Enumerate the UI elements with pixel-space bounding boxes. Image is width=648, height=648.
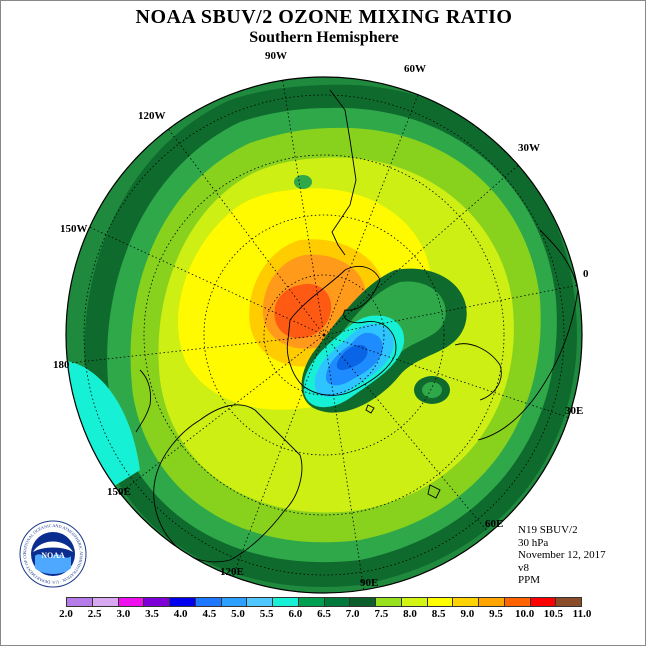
lat-circle-80	[263, 274, 385, 396]
colorbar-tick-label: 3.0	[116, 608, 131, 620]
lon-label-120e: 120E	[220, 566, 244, 578]
info-satellite: N19 SBUV/2	[518, 524, 578, 536]
info-version: v8	[518, 561, 529, 574]
colorbar-swatch	[144, 598, 170, 606]
colorbar-swatch	[504, 598, 531, 606]
colorbar-tick-label: 8.0	[403, 608, 417, 620]
colorbar-tick-label: 2.0	[59, 608, 73, 620]
colorbar-swatch	[195, 598, 222, 606]
map-subtitle: Southern Hemisphere	[249, 29, 399, 46]
lat-circle-60	[143, 154, 505, 516]
colorbar-ticks: 2.0 2.5 3.0 3.5 4.0 4.5 5.0 5.5 6.0 6.5 7.0 7.5 8.0 8…	[0, 608, 648, 622]
colorbar-tick-label: 6.5	[317, 608, 331, 620]
info-date: November 12, 2017	[518, 549, 606, 561]
info-block: N19 SBUV/2 30 hPa November 12, 2017 v8 P…	[518, 524, 606, 587]
australia-coast	[153, 404, 303, 563]
logo-text: NOAA	[41, 551, 65, 560]
colorbar	[66, 597, 582, 607]
small-mid-blob	[422, 382, 442, 398]
colorbar-swatch	[427, 598, 454, 606]
colorbar-swatch	[324, 598, 351, 606]
deep-blue-core	[336, 344, 368, 371]
africa-coast	[477, 229, 579, 441]
lon-label-0: 0	[583, 268, 589, 280]
colorbar-tick-label: 7.5	[374, 608, 389, 620]
map-title: NOAA SBUV/2 OZONE MIXING RATIO	[135, 6, 513, 28]
lon-label-30w: 30W	[518, 142, 540, 154]
colorbar-tick-label: 2.5	[87, 608, 102, 620]
colorbar-tick-label: 5.5	[259, 608, 274, 620]
lon-label-150e: 150E	[107, 486, 131, 498]
colorbar-tick-label: 11.0	[572, 608, 592, 620]
colorbar-swatch	[92, 598, 119, 606]
colorbar-tick-label: 10.0	[515, 608, 535, 620]
lon-label-90e: 90E	[360, 577, 379, 589]
colorbar-swatch	[273, 598, 299, 606]
red-orange-core	[274, 283, 332, 339]
colorbar-swatch	[453, 598, 479, 606]
lon-label-60w: 60W	[404, 63, 426, 75]
island-1	[427, 484, 441, 499]
colorbar-swatch	[247, 598, 273, 606]
colorbar-swatch	[376, 598, 402, 606]
colorbar-tick-label: 7.0	[345, 608, 360, 620]
colorbar-swatch	[401, 598, 428, 606]
info-units: PPM	[518, 574, 541, 586]
colorbar-tick-label: 5.0	[231, 608, 245, 620]
colorbar-tick-label: 4.5	[202, 608, 217, 620]
colorbar-swatch	[298, 598, 325, 606]
island-2	[365, 404, 375, 414]
globe-border	[65, 76, 583, 594]
lat-circle-50	[83, 94, 565, 576]
lon-label-60e: 60E	[485, 518, 504, 530]
antarctica-coast	[286, 266, 397, 396]
colorbar-swatch	[350, 598, 376, 606]
colorbar-swatch	[118, 598, 145, 606]
new-zealand-coast	[135, 369, 151, 433]
lon-label-180: 180	[53, 359, 70, 371]
colorbar-swatch	[221, 598, 248, 606]
colorbar-swatch	[479, 598, 505, 606]
ozone-field	[66, 77, 582, 593]
colorbar-tick-label: 10.5	[543, 608, 563, 620]
colorbar-tick-label: 9.0	[460, 608, 475, 620]
colorbar-swatch	[530, 598, 557, 606]
southern-africa-coast	[454, 343, 502, 401]
colorbar-tick-label: 9.5	[489, 608, 503, 620]
colorbar-swatch	[170, 598, 196, 606]
lon-label-30e: 30E	[565, 405, 584, 417]
colorbar-swatch	[556, 598, 581, 606]
colorbar-tick-label: 6.0	[288, 608, 303, 620]
lon-label-150w: 150W	[60, 223, 88, 235]
top-small-blob	[294, 175, 312, 189]
colorbar-swatch	[67, 598, 93, 606]
noaa-logo: NOAA NATIONAL OCEANIC AND ATMOSPHERIC AD…	[19, 520, 87, 588]
colorbar-tick-label: 3.5	[145, 608, 159, 620]
coastlines	[135, 89, 579, 563]
lon-label-90w: 90W	[265, 50, 287, 62]
lat-circle-70	[203, 214, 445, 456]
lon-label-120w: 120W	[138, 110, 166, 122]
colorbar-tick-label: 8.5	[431, 608, 446, 620]
south-america-coast	[329, 89, 357, 256]
colorbar-tick-label: 4.0	[173, 608, 188, 620]
info-level: 30 hPa	[518, 536, 549, 549]
